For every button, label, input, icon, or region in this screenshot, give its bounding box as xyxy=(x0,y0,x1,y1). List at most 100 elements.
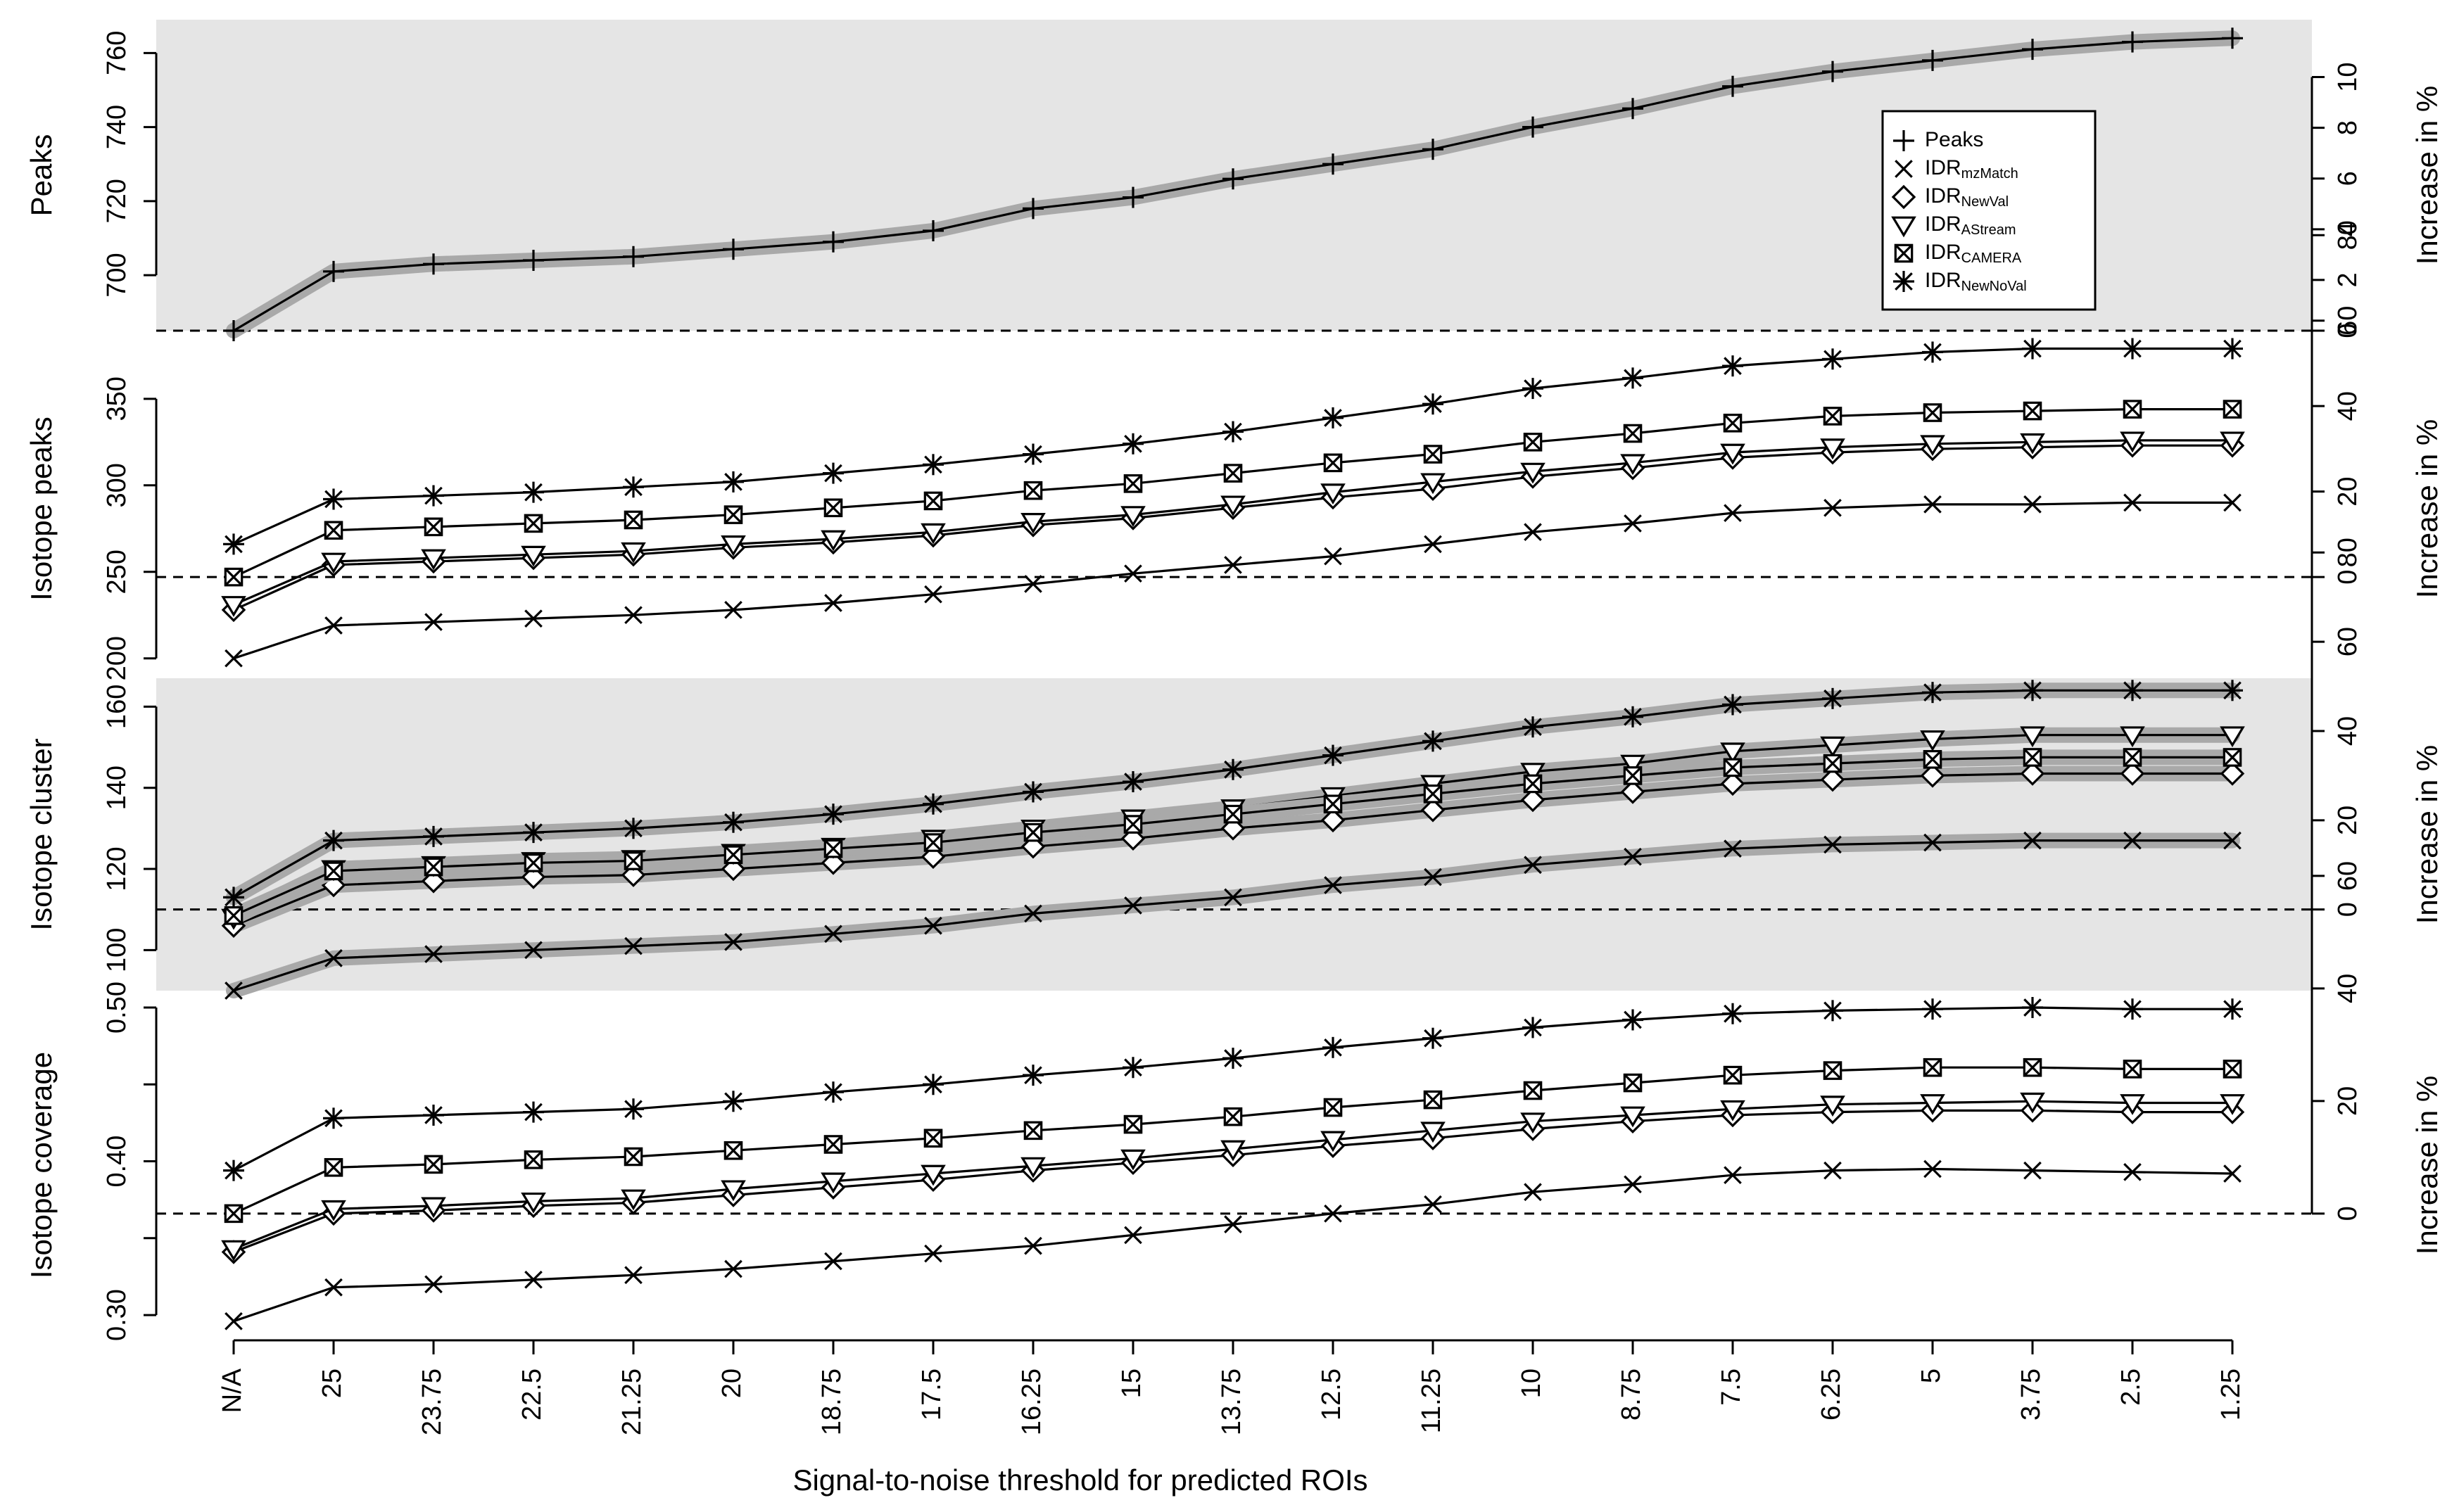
x-tick-label: 1.25 xyxy=(2216,1368,2246,1421)
data-point xyxy=(1623,766,1643,785)
right-tick-label: 0 xyxy=(2333,902,2363,917)
data-point xyxy=(1920,763,1945,788)
data-point xyxy=(1023,443,1044,465)
data-point xyxy=(821,530,846,552)
x-tick-label: 25 xyxy=(317,1368,347,1398)
data-point xyxy=(823,1081,844,1103)
data-point xyxy=(424,857,443,877)
data-point xyxy=(1720,742,1745,764)
data-point xyxy=(223,887,244,908)
legend-entry-label: IDRNewNoVal xyxy=(1925,269,2027,294)
data-point xyxy=(1423,1090,1443,1110)
data-point xyxy=(1923,495,1942,514)
right-tick-label: 2 xyxy=(2333,272,2363,287)
data-point xyxy=(423,485,444,507)
data-point xyxy=(1822,348,1843,370)
right-tick-label: 80 xyxy=(2333,538,2363,567)
series-boxed-cross xyxy=(224,1057,2242,1224)
data-point xyxy=(223,533,244,555)
data-point xyxy=(2020,726,2045,748)
data-point xyxy=(1923,833,1942,852)
data-point xyxy=(624,1147,643,1167)
data-point xyxy=(1324,876,1342,894)
left-tick-label: 0.50 xyxy=(102,981,132,1034)
data-point xyxy=(921,523,946,545)
data-point xyxy=(1123,433,1144,455)
data-point xyxy=(723,1141,743,1160)
data-point xyxy=(1523,433,1543,452)
data-point xyxy=(1224,1215,1242,1233)
data-point xyxy=(2220,431,2245,453)
x-tick-label: 23.75 xyxy=(417,1368,447,1435)
data-point xyxy=(2120,1094,2145,1115)
data-point xyxy=(1423,784,1443,803)
data-point xyxy=(324,949,343,967)
data-point xyxy=(524,609,543,628)
right-tick-label: 20 xyxy=(2333,1086,2363,1116)
data-point xyxy=(924,916,942,935)
data-point xyxy=(2120,761,2145,786)
data-point xyxy=(521,1192,546,1214)
x-axis-label: Signal-to-noise threshold for predicted … xyxy=(792,1463,1367,1497)
data-point xyxy=(2220,1094,2245,1115)
data-point xyxy=(721,535,746,557)
data-point xyxy=(2120,431,2145,453)
data-point xyxy=(2222,998,2243,1020)
y-axis-label: Peaks xyxy=(25,134,58,217)
data-point xyxy=(2023,748,2042,767)
series-cross xyxy=(225,493,2242,668)
series-boxed-cross xyxy=(224,748,2242,925)
data-point xyxy=(324,1157,343,1177)
right-tick-label: 40 xyxy=(2333,716,2363,746)
legend-entry-label: Peaks xyxy=(1925,128,1983,151)
data-point xyxy=(2223,1164,2242,1183)
x-tick-label: 11.25 xyxy=(1417,1368,1446,1433)
left-tick-label: 760 xyxy=(102,31,132,75)
data-point xyxy=(321,1200,346,1221)
data-point xyxy=(1422,393,1443,415)
data-point xyxy=(624,851,643,870)
data-point xyxy=(1023,1065,1044,1086)
data-point xyxy=(324,521,343,540)
data-point xyxy=(1220,1140,1246,1162)
legend-marker xyxy=(1891,216,1916,238)
data-point xyxy=(223,320,244,341)
data-point xyxy=(2020,433,2045,455)
data-point xyxy=(323,830,344,851)
data-point xyxy=(1522,116,1543,138)
data-point xyxy=(323,260,344,282)
data-point xyxy=(1222,758,1244,780)
data-point xyxy=(2123,493,2142,512)
data-point xyxy=(1320,808,1346,833)
data-point xyxy=(724,1259,742,1278)
right-tick-label: 0 xyxy=(2333,323,2363,338)
data-point xyxy=(1622,706,1643,728)
data-point xyxy=(1323,453,1343,473)
data-point xyxy=(2022,997,2043,1018)
y-axis-label: Isotope peaks xyxy=(25,417,58,601)
x-tick-label: 15 xyxy=(1117,1368,1146,1398)
data-point xyxy=(1322,744,1344,766)
data-point xyxy=(623,1098,644,1120)
data-point xyxy=(1522,716,1543,738)
data-point xyxy=(221,596,246,617)
data-point xyxy=(823,1135,843,1154)
x-tick-label: 5 xyxy=(1916,1368,1946,1383)
data-point xyxy=(1422,139,1443,160)
right-tick-label: 4 xyxy=(2333,222,2363,236)
left-tick-label: 300 xyxy=(102,463,132,507)
series-asterisk xyxy=(223,997,2243,1181)
data-point xyxy=(523,250,544,272)
data-point xyxy=(1424,535,1442,554)
data-point xyxy=(624,1266,643,1285)
data-point xyxy=(1223,1107,1243,1126)
data-point xyxy=(1224,888,1242,907)
data-point xyxy=(923,491,943,511)
data-point xyxy=(1023,198,1044,220)
data-point xyxy=(1923,1057,1942,1077)
data-point xyxy=(1020,513,1046,534)
data-point xyxy=(1423,445,1443,464)
data-point xyxy=(1720,1100,1745,1122)
data-point xyxy=(1922,998,1943,1020)
data-point xyxy=(1320,483,1346,505)
